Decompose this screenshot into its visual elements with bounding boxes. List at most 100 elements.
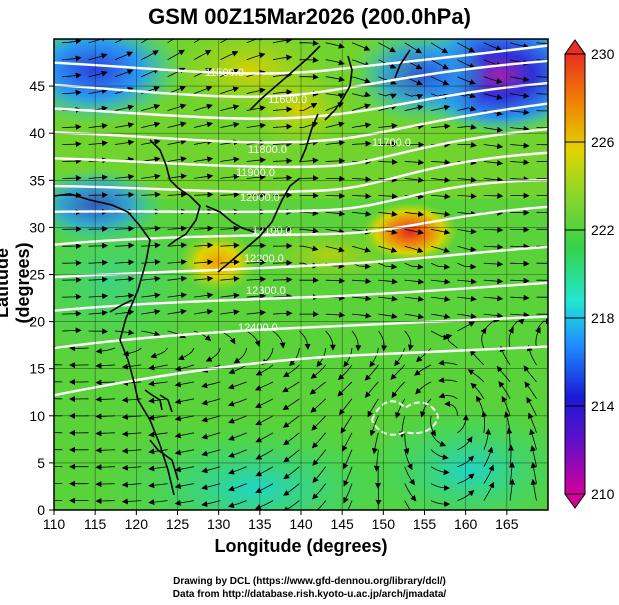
streamline [457,228,477,235]
streamline [430,262,451,270]
streamline [299,73,319,80]
streamline [310,398,326,413]
streamline [438,392,458,400]
streamline [62,72,82,79]
streamline [148,380,168,387]
streamline [193,103,213,111]
streamline [378,159,398,166]
streamline [431,228,451,235]
streamline [312,466,327,483]
streamline [88,328,109,335]
streamline [508,327,514,349]
streamline [498,381,511,399]
streamline [114,139,135,146]
streamline [395,398,406,419]
streamline [193,225,214,232]
streamline [342,432,353,452]
streamline [88,53,108,61]
streamline [430,483,450,491]
streamline [88,242,109,249]
streamline [404,104,424,111]
streamline [88,259,109,266]
streamline [390,364,406,380]
streamline [311,415,326,431]
streamline [325,139,346,146]
contour-line [54,59,548,98]
streamline [404,245,424,253]
streamline [510,142,530,149]
streamline [483,481,495,501]
streamline [121,464,142,471]
streamline [457,210,477,217]
streamline [201,415,221,423]
streamline [141,242,161,249]
streamline [343,483,353,504]
streamline [510,312,530,319]
colorbar: 230 226 222 218 214 210 [564,39,615,509]
streamline [167,292,187,299]
streamline [193,330,212,342]
credit-data: Data from http://database.rish.kyoto-u.a… [172,589,447,600]
y-tick-label: 15 [29,361,45,377]
streamline [325,76,345,82]
streamline [289,347,300,367]
streamline [457,76,476,85]
streamline [325,157,346,164]
contour-line [54,245,548,279]
contour-label: 12200.0 [244,253,284,265]
streamline [95,362,115,369]
streamline [246,122,267,129]
streamline [88,309,108,316]
streamline [121,430,142,437]
y-tick-label: 35 [29,172,45,188]
streamline [193,121,214,128]
streamline [141,50,159,61]
streamline [88,192,109,199]
streamline [95,464,115,471]
streamline [470,382,485,400]
streamline [351,210,372,217]
streamline [272,310,293,317]
streamline [369,347,379,368]
streamline [62,39,82,45]
streamline [254,500,274,510]
streamline [508,444,514,467]
contour-line [54,345,548,397]
streamline [378,93,397,99]
streamline [114,122,135,129]
streamline [367,398,379,418]
streamline [141,275,161,282]
streamline [378,262,398,270]
field-blob [350,400,548,510]
streamline [510,76,530,83]
streamline [167,156,187,163]
coastlines [54,45,411,496]
streamline [310,364,327,379]
streamline [299,227,319,234]
streamline [496,365,511,383]
streamline [325,121,345,128]
streamline [536,76,548,78]
streamline [415,381,432,395]
streamline [114,69,134,78]
streamline [272,123,293,130]
streamline [325,245,345,253]
y-tick-label: 30 [29,219,45,235]
streamline [114,104,135,111]
streamline [343,466,353,487]
streamline [95,497,115,504]
streamline [201,500,221,507]
streamline [255,415,274,426]
streamline [404,483,417,502]
contour-label: 11700.0 [372,137,411,149]
streamline [340,415,353,434]
streamline [114,225,135,232]
streamline [299,245,319,252]
streamline [193,259,214,266]
streamline [272,293,293,300]
streamline [457,473,475,484]
streamline [141,292,161,299]
streamline [483,428,492,450]
streamline [141,225,161,232]
streamline [148,364,168,371]
